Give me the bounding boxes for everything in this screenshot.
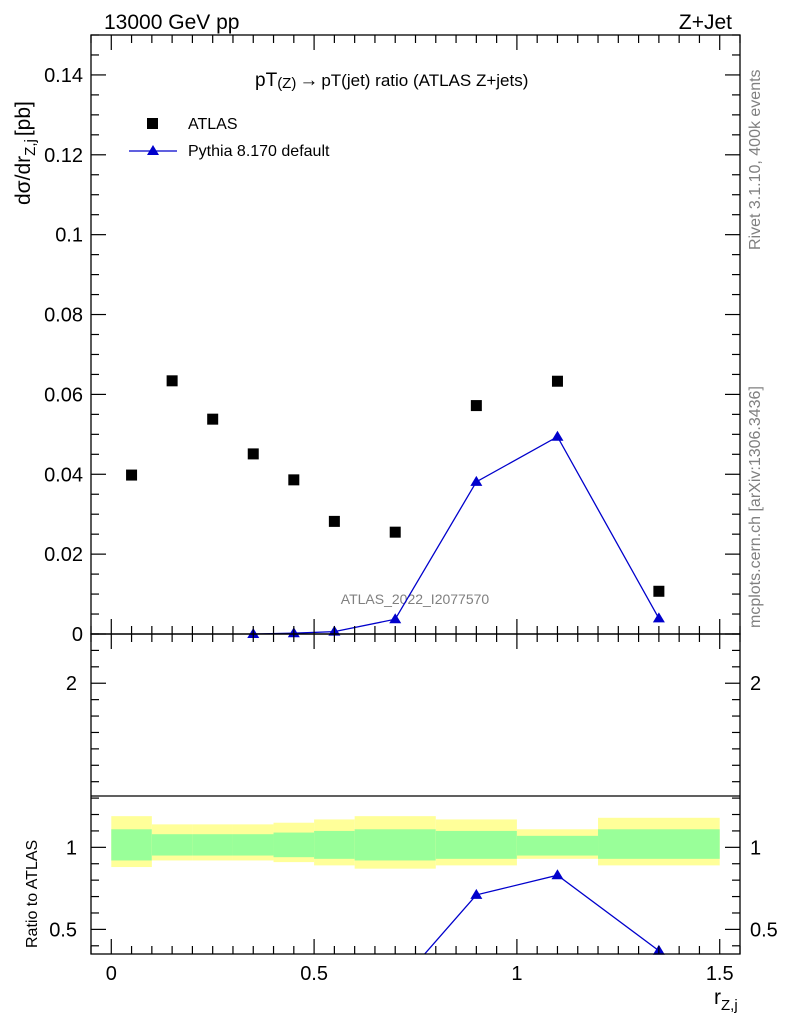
green-band-bin [192, 834, 233, 856]
legend-pythia-marker [147, 145, 159, 155]
pythia-point [389, 613, 402, 624]
green-band-bin [435, 830, 517, 859]
pythia-point [470, 475, 483, 486]
main-ytick-label: 0.06 [44, 384, 83, 406]
main-ytick-label: 0.12 [44, 145, 83, 167]
atlas-point [288, 474, 300, 486]
ratio-ylabel: Ratio to ATLAS [24, 840, 41, 948]
svg-text:dσ/drZ,j[pb]: dσ/drZ,j [pb] [12, 101, 39, 205]
x-tick-label: 1 [511, 963, 522, 985]
ratio-pythia-line [423, 874, 660, 954]
green-band-bin [516, 835, 599, 856]
mcplots-label: mcplots.cern.ch [arXiv:1306.3436] [747, 386, 764, 628]
xlabel-main: r [714, 986, 721, 1009]
atlas-point [247, 448, 259, 460]
ratio-bands [111, 816, 720, 869]
legend: ATLAS Pythia 8.170 default [129, 116, 330, 160]
x-ticks: 0 0.5 1 1.5 [90, 35, 741, 985]
green-band-bin [314, 830, 355, 859]
ylabel-unit: [pb] [12, 101, 35, 136]
main-ylabel: dσ/drZ,j [pb] [12, 101, 39, 205]
atlas-point [551, 375, 563, 387]
ratio-pythia-point [551, 869, 564, 880]
ratio-ytick-label-left: 1 [66, 837, 77, 859]
green-band-bin [598, 829, 720, 859]
ratio-ytick-label-right: 0.5 [750, 919, 778, 941]
title-arrow: → [299, 70, 318, 91]
x-tick-label: 0.5 [300, 963, 328, 985]
legend-atlas-label: ATLAS [188, 116, 238, 133]
atlas-point [328, 515, 340, 527]
x-tick-label: 1.5 [706, 963, 734, 985]
header-right: Z+Jet [679, 11, 732, 34]
pythia-point [551, 430, 564, 441]
ratio-frame [90, 633, 741, 955]
ratio-yticks: 0.5 0.5 1 1 2 2 [49, 633, 778, 947]
main-ytick-label: 0.08 [44, 305, 83, 327]
atlas-point [166, 375, 178, 387]
green-band-bin [232, 834, 274, 856]
atlas-point [126, 469, 138, 481]
ratio-ytick-label-right: 2 [750, 673, 761, 695]
main-ytick-label: 0.14 [44, 65, 83, 87]
title-main: pT [255, 70, 278, 91]
main-ytick-label: 0.1 [55, 225, 83, 247]
main-ytick-label: 0 [72, 624, 83, 646]
title-rest: pT(jet) ratio (ATLAS Z+jets) [321, 71, 528, 90]
main-yticks: 0 0.02 0.04 0.06 0.08 0.1 0.12 0.14 [44, 34, 740, 646]
main-title: pT(Z) → pT(jet) ratio (ATLAS Z+jets) [255, 70, 528, 92]
ylabel-sub: Z,j [22, 139, 39, 156]
ratio-series [423, 869, 665, 955]
ratio-ytick-label-left: 2 [66, 673, 77, 695]
ratio-ytick-label-right: 1 [750, 837, 761, 859]
title-sub1: (Z) [277, 75, 296, 92]
ylabel-main: dσ/dr [12, 156, 35, 205]
x-tick-label: 0 [106, 963, 117, 985]
green-band-bin [273, 832, 315, 858]
green-band-bin [151, 834, 193, 856]
pythia-point [652, 612, 665, 623]
legend-atlas-marker [147, 118, 158, 129]
xlabel-sub: Z,j [721, 997, 738, 1014]
main-ytick-label: 0.02 [44, 544, 83, 566]
atlas-point [653, 585, 665, 597]
legend-pythia-label: Pythia 8.170 default [188, 143, 330, 160]
analysis-watermark: ATLAS_2022_I2077570 [341, 591, 490, 607]
atlas-point [207, 413, 219, 425]
x-axis-label: rZ,j [714, 986, 738, 1014]
ratio-ytick-label-left: 0.5 [49, 919, 77, 941]
green-band-bin [354, 829, 436, 861]
rivet-label: Rivet 3.1.10, 400k events [747, 69, 764, 250]
green-band-bin [111, 829, 152, 861]
atlas-point [470, 400, 482, 412]
header-left: 13000 GeV pp [104, 11, 239, 34]
ratio-pythia-point [470, 888, 483, 899]
main-ytick-label: 0.04 [44, 464, 83, 486]
atlas-point [389, 526, 401, 538]
